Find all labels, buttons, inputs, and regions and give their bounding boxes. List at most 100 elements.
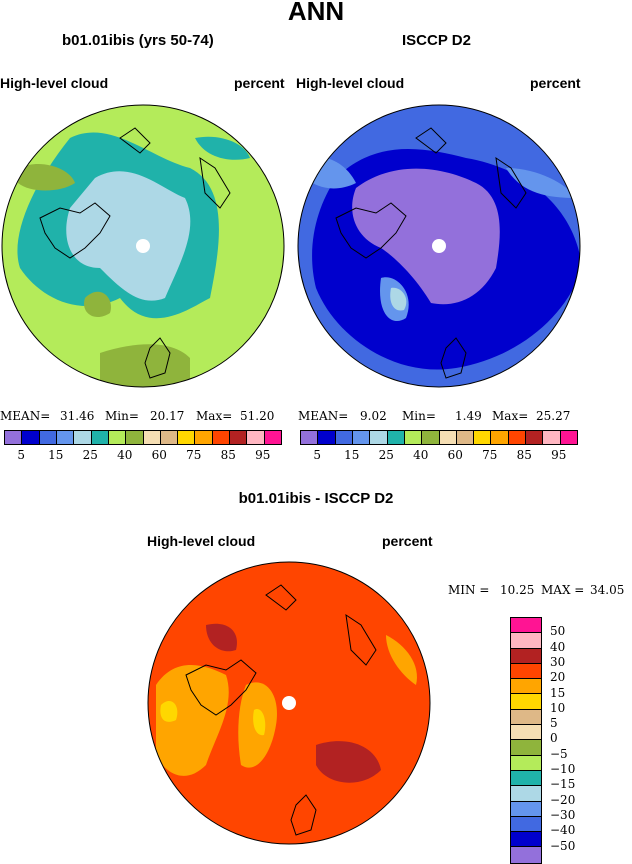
colorbar-tick-label: 75 xyxy=(482,448,498,462)
colorbar-tick-label: 25 xyxy=(82,448,98,462)
colorbar-swatch xyxy=(74,431,92,444)
colorbar-swatch xyxy=(370,431,388,444)
right-polar-map xyxy=(297,104,581,388)
colorbar-tick-label: 15 xyxy=(550,685,566,700)
right-max-value: 25.27 xyxy=(536,409,571,423)
right-panel-variable: High-level cloud xyxy=(296,75,405,91)
colorbar-tick-label: 40 xyxy=(413,448,429,462)
colorbar-swatch xyxy=(511,663,541,680)
colorbar-swatch xyxy=(456,431,475,444)
colorbar-tick-label: 30 xyxy=(550,654,566,669)
colorbar-swatch xyxy=(91,431,109,444)
colorbar-tick-label: 0 xyxy=(550,731,558,746)
left-polar-map xyxy=(1,104,285,388)
diff-max-value: 34.05 xyxy=(590,583,625,597)
left-panel-subtitle: b01.01ibis (yrs 50-74) xyxy=(62,32,214,49)
colorbar-swatch xyxy=(543,431,561,444)
diff-polar-map xyxy=(147,561,431,845)
colorbar-swatch xyxy=(264,431,281,444)
colorbar-tick-label: 10 xyxy=(550,700,566,715)
colorbar-swatch xyxy=(126,431,144,444)
colorbar-swatch xyxy=(422,431,440,444)
left-colorbar xyxy=(4,430,282,445)
left-min-value: 20.17 xyxy=(150,409,185,423)
right-colorbar xyxy=(300,430,578,445)
colorbar-tick-label: 5 xyxy=(550,716,558,731)
colorbar-swatch xyxy=(511,816,541,833)
right-panel-units: percent xyxy=(530,75,581,91)
left-colorbar-ticks: 5 15 25 40 60 75 85 95 xyxy=(4,448,280,464)
colorbar-tick-label: 5 xyxy=(17,448,26,462)
colorbar-swatch xyxy=(511,694,541,710)
colorbar-swatch xyxy=(212,431,231,444)
colorbar-tick-label: 40 xyxy=(550,639,566,654)
colorbar-swatch xyxy=(22,431,40,444)
colorbar-swatch xyxy=(5,431,23,444)
colorbar-tick-label: 95 xyxy=(255,448,271,462)
colorbar-tick-label: 25 xyxy=(378,448,394,462)
colorbar-swatch xyxy=(439,431,457,444)
colorbar-tick-label: 60 xyxy=(151,448,167,462)
left-max-label: Max= xyxy=(196,409,233,423)
diff-panel-variable: High-level cloud xyxy=(147,533,256,549)
colorbar-tick-label: 75 xyxy=(186,448,202,462)
colorbar-swatch xyxy=(387,431,405,444)
colorbar-tick-label: −5 xyxy=(550,746,568,761)
colorbar-swatch xyxy=(511,633,541,649)
colorbar-swatch xyxy=(511,770,541,787)
colorbar-swatch xyxy=(39,431,57,444)
colorbar-swatch xyxy=(160,431,179,444)
colorbar-swatch xyxy=(474,431,492,444)
colorbar-swatch xyxy=(511,648,541,664)
colorbar-swatch xyxy=(301,431,319,444)
diff-min-value: 10.25 xyxy=(500,583,535,597)
colorbar-tick-label: 60 xyxy=(447,448,463,462)
colorbar-tick-label: −30 xyxy=(550,807,576,822)
colorbar-swatch xyxy=(511,618,541,634)
colorbar-tick-label: 20 xyxy=(550,670,566,685)
left-max-value: 51.20 xyxy=(240,409,275,423)
colorbar-swatch xyxy=(560,431,577,444)
colorbar-tick-label: −20 xyxy=(550,792,576,807)
colorbar-tick-label: −40 xyxy=(550,823,576,838)
right-min-label: Min= xyxy=(402,409,436,423)
colorbar-swatch xyxy=(230,431,248,444)
colorbar-swatch xyxy=(318,431,336,444)
colorbar-tick-label: 85 xyxy=(516,448,532,462)
colorbar-swatch xyxy=(491,431,509,444)
colorbar-tick-label: 5 xyxy=(313,448,322,462)
colorbar-swatch xyxy=(511,740,541,756)
colorbar-swatch xyxy=(335,431,353,444)
right-panel-subtitle: ISCCP D2 xyxy=(402,32,471,49)
colorbar-swatch xyxy=(511,801,541,817)
right-max-label: Max= xyxy=(492,409,529,423)
right-colorbar-ticks: 5 15 25 40 60 75 85 95 xyxy=(300,448,576,464)
colorbar-swatch xyxy=(195,431,213,444)
right-min-value: 1.49 xyxy=(455,409,482,423)
right-mean-value: 9.02 xyxy=(360,409,387,423)
colorbar-swatch xyxy=(178,431,196,444)
colorbar-tick-label: 50 xyxy=(550,624,566,639)
colorbar-tick-label: 15 xyxy=(344,448,360,462)
colorbar-tick-label: −10 xyxy=(550,762,576,776)
colorbar-tick-label: 40 xyxy=(117,448,133,462)
colorbar-swatch xyxy=(404,431,423,444)
colorbar-swatch xyxy=(526,431,544,444)
left-panel-units: percent xyxy=(234,75,285,91)
left-mean-value: 31.46 xyxy=(60,409,95,423)
diff-panel-subtitle: b01.01ibis - ISCCP D2 xyxy=(238,490,394,507)
diff-colorbar xyxy=(510,617,542,864)
diff-min-label: MIN = xyxy=(448,583,490,597)
colorbar-swatch xyxy=(56,431,75,444)
colorbar-tick-label: 15 xyxy=(48,448,64,462)
diff-panel-units: percent xyxy=(382,533,433,549)
diff-colorbar-ticks: 50 40 30 20 15 10 5 0 −5 −10 −15 −20 −30 −40 −50 xyxy=(550,617,590,852)
colorbar-swatch xyxy=(108,431,127,444)
colorbar-swatch xyxy=(352,431,371,444)
colorbar-swatch xyxy=(511,786,541,802)
page-title: ANN xyxy=(287,0,345,26)
colorbar-swatch xyxy=(508,431,527,444)
colorbar-swatch xyxy=(511,832,541,848)
left-panel-variable: High-level cloud xyxy=(0,75,109,91)
left-mean-label: MEAN= xyxy=(0,409,51,423)
